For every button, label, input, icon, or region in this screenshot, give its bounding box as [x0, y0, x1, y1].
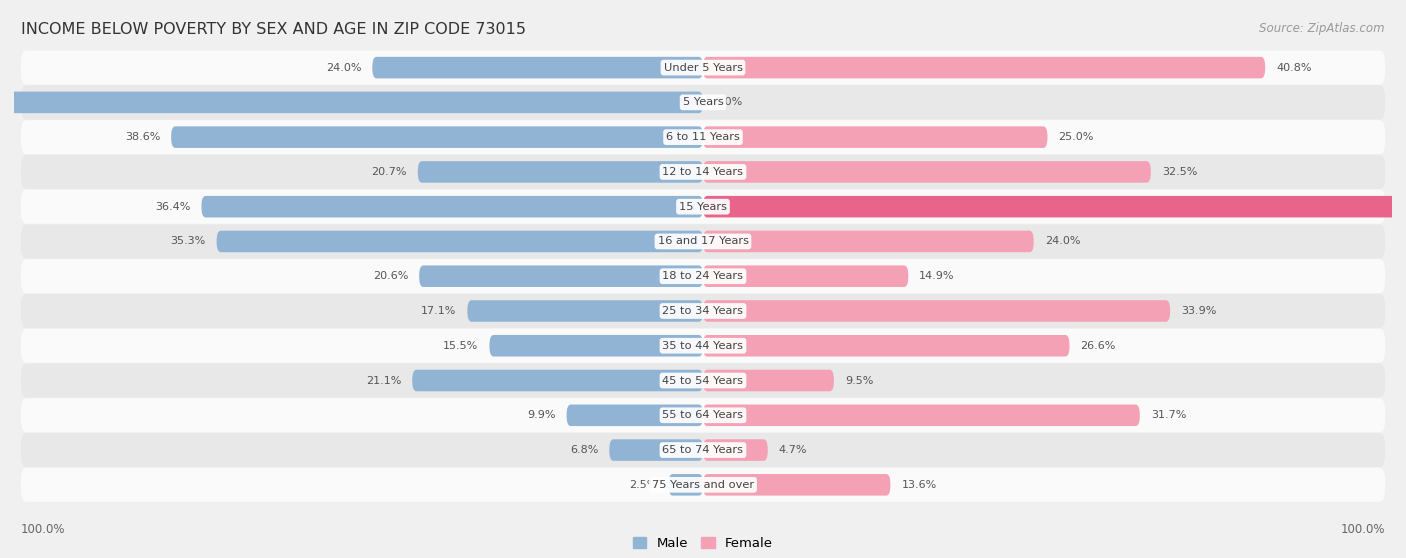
Text: 20.7%: 20.7% — [371, 167, 406, 177]
FancyBboxPatch shape — [703, 370, 834, 391]
Text: 20.6%: 20.6% — [373, 271, 408, 281]
FancyBboxPatch shape — [703, 126, 1047, 148]
Text: 6 to 11 Years: 6 to 11 Years — [666, 132, 740, 142]
Text: 13.6%: 13.6% — [901, 480, 936, 490]
FancyBboxPatch shape — [703, 161, 1152, 182]
FancyBboxPatch shape — [703, 196, 1406, 218]
FancyBboxPatch shape — [669, 474, 703, 496]
FancyBboxPatch shape — [21, 85, 1385, 119]
Text: 75 Years and over: 75 Years and over — [652, 480, 754, 490]
Text: 2.5%: 2.5% — [628, 480, 658, 490]
Text: 17.1%: 17.1% — [420, 306, 457, 316]
Text: 100.0%: 100.0% — [1340, 523, 1385, 536]
Text: 35 to 44 Years: 35 to 44 Years — [662, 341, 744, 351]
Text: 33.9%: 33.9% — [1181, 306, 1216, 316]
FancyBboxPatch shape — [201, 196, 703, 218]
Text: 100.0%: 100.0% — [21, 523, 66, 536]
Text: Under 5 Years: Under 5 Years — [664, 62, 742, 73]
Text: 35.3%: 35.3% — [170, 237, 205, 247]
FancyBboxPatch shape — [703, 266, 908, 287]
Text: 65 to 74 Years: 65 to 74 Years — [662, 445, 744, 455]
FancyBboxPatch shape — [703, 230, 1033, 252]
FancyBboxPatch shape — [0, 92, 703, 113]
Text: 25.0%: 25.0% — [1059, 132, 1094, 142]
FancyBboxPatch shape — [703, 335, 1070, 357]
Legend: Male, Female: Male, Female — [633, 537, 773, 550]
Text: 9.9%: 9.9% — [527, 410, 555, 420]
FancyBboxPatch shape — [21, 329, 1385, 363]
Text: 18 to 24 Years: 18 to 24 Years — [662, 271, 744, 281]
FancyBboxPatch shape — [703, 405, 1140, 426]
FancyBboxPatch shape — [567, 405, 703, 426]
FancyBboxPatch shape — [21, 120, 1385, 154]
Text: 21.1%: 21.1% — [366, 376, 401, 386]
FancyBboxPatch shape — [21, 51, 1385, 85]
Text: 36.4%: 36.4% — [155, 201, 190, 211]
Text: 24.0%: 24.0% — [326, 62, 361, 73]
Text: 26.6%: 26.6% — [1081, 341, 1116, 351]
Text: 31.7%: 31.7% — [1152, 410, 1187, 420]
Text: 9.5%: 9.5% — [845, 376, 873, 386]
FancyBboxPatch shape — [467, 300, 703, 322]
Text: 32.5%: 32.5% — [1161, 167, 1198, 177]
Text: 25 to 34 Years: 25 to 34 Years — [662, 306, 744, 316]
FancyBboxPatch shape — [703, 57, 1265, 78]
Text: 16 and 17 Years: 16 and 17 Years — [658, 237, 748, 247]
FancyBboxPatch shape — [21, 433, 1385, 467]
Text: 40.8%: 40.8% — [1277, 62, 1312, 73]
FancyBboxPatch shape — [609, 439, 703, 461]
FancyBboxPatch shape — [21, 294, 1385, 328]
Text: 15 Years: 15 Years — [679, 201, 727, 211]
Text: 12 to 14 Years: 12 to 14 Years — [662, 167, 744, 177]
FancyBboxPatch shape — [703, 474, 890, 496]
Text: 6.8%: 6.8% — [569, 445, 599, 455]
FancyBboxPatch shape — [21, 259, 1385, 294]
FancyBboxPatch shape — [21, 398, 1385, 432]
FancyBboxPatch shape — [703, 439, 768, 461]
FancyBboxPatch shape — [21, 224, 1385, 258]
Text: Source: ZipAtlas.com: Source: ZipAtlas.com — [1260, 22, 1385, 35]
FancyBboxPatch shape — [412, 370, 703, 391]
Text: 15.5%: 15.5% — [443, 341, 478, 351]
FancyBboxPatch shape — [21, 468, 1385, 502]
Text: INCOME BELOW POVERTY BY SEX AND AGE IN ZIP CODE 73015: INCOME BELOW POVERTY BY SEX AND AGE IN Z… — [21, 22, 526, 37]
FancyBboxPatch shape — [419, 266, 703, 287]
FancyBboxPatch shape — [21, 155, 1385, 189]
Text: 0.0%: 0.0% — [714, 98, 742, 107]
FancyBboxPatch shape — [418, 161, 703, 182]
FancyBboxPatch shape — [21, 363, 1385, 397]
FancyBboxPatch shape — [373, 57, 703, 78]
Text: 4.7%: 4.7% — [779, 445, 807, 455]
FancyBboxPatch shape — [489, 335, 703, 357]
FancyBboxPatch shape — [172, 126, 703, 148]
Text: 5 Years: 5 Years — [683, 98, 723, 107]
Text: 24.0%: 24.0% — [1045, 237, 1080, 247]
Text: 38.6%: 38.6% — [125, 132, 160, 142]
Text: 45 to 54 Years: 45 to 54 Years — [662, 376, 744, 386]
Text: 14.9%: 14.9% — [920, 271, 955, 281]
FancyBboxPatch shape — [703, 300, 1170, 322]
FancyBboxPatch shape — [21, 190, 1385, 224]
FancyBboxPatch shape — [217, 230, 703, 252]
Text: 55 to 64 Years: 55 to 64 Years — [662, 410, 744, 420]
